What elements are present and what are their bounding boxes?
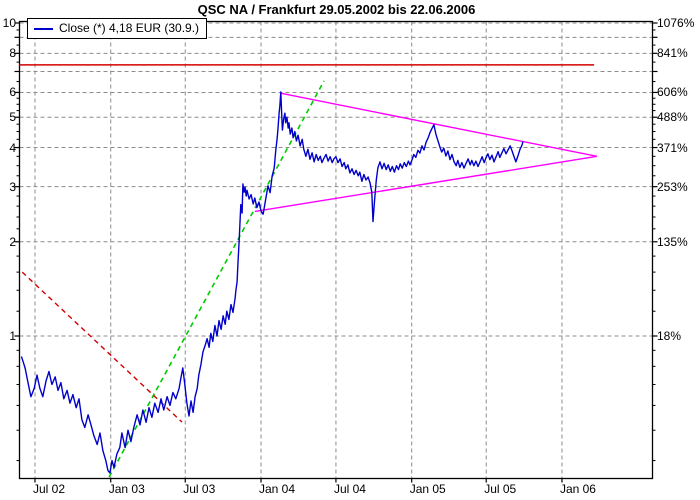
- downtrend-line: [21, 271, 183, 423]
- y-axis-left-label: 4: [9, 140, 16, 155]
- y-axis-right-label: 18%: [657, 329, 682, 343]
- legend-line-sample-icon: [34, 27, 53, 30]
- y-axis-left-label: 1: [9, 329, 16, 343]
- y-axis-left-label: 6: [9, 85, 16, 100]
- y-axis-left-label: 3: [9, 179, 16, 194]
- y-axis-right-label: 1076%: [657, 16, 695, 30]
- x-axis-label: Jul 03: [183, 482, 216, 496]
- y-axis-right-label: 135%: [657, 234, 688, 249]
- triangle-upper-line: [279, 92, 598, 158]
- x-axis-label: Jan 05: [409, 482, 446, 496]
- y-axis-left-label: 10: [2, 16, 16, 30]
- legend-series-label: Close (*) 4,18 EUR (30.9.): [59, 21, 200, 35]
- x-axis-label: Jan 04: [259, 482, 296, 496]
- uptrend-line: [108, 80, 325, 478]
- chart-title: QSC NA / Frankfurt 29.05.2002 bis 22.06.…: [197, 2, 476, 17]
- x-axis-label: Jan 06: [559, 482, 596, 496]
- y-axis-left-label: 2: [9, 234, 16, 249]
- y-axis-left-label: 8: [9, 46, 16, 61]
- legend-box[interactable]: Close (*) 4,18 EUR (30.9.): [27, 18, 208, 39]
- triangle-lower-line: [254, 155, 598, 213]
- price-line: [20, 91, 524, 474]
- x-axis-label: Jul 02: [32, 482, 66, 496]
- y-axis-left-label: 5: [9, 110, 16, 125]
- y-axis-right-label: 841%: [657, 46, 688, 61]
- y-axis-right-label: 253%: [657, 179, 688, 194]
- x-axis-label: Jul 04: [333, 482, 366, 496]
- y-axis-right-label: 606%: [657, 85, 688, 100]
- x-axis-label: Jan 03: [108, 482, 145, 496]
- y-axis-right-label: 488%: [657, 110, 688, 125]
- y-axis-right-label: 371%: [657, 140, 688, 155]
- x-axis-label: Jul 05: [484, 482, 517, 496]
